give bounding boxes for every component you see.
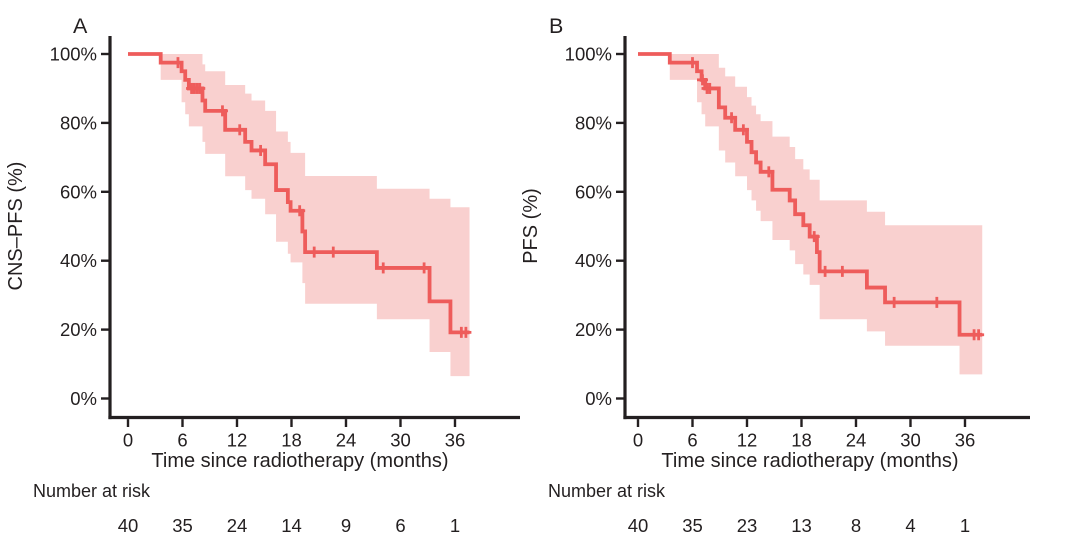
risk-count: 40	[118, 515, 139, 536]
km-step-line	[638, 52, 983, 337]
risk-count: 1	[450, 515, 460, 536]
risk-count: 23	[737, 515, 758, 536]
x-tick-label: 18	[281, 430, 302, 451]
risk-table-label: Number at risk	[548, 481, 666, 501]
censor-marks	[172, 57, 472, 338]
x-tick-label: 6	[687, 430, 697, 451]
censor-marks	[686, 57, 985, 341]
x-tick-label: 36	[445, 430, 466, 451]
x-tick-label: 30	[390, 430, 411, 451]
y-axis-title: CNS–PFS (%)	[5, 162, 27, 291]
x-tick-label: 0	[633, 430, 643, 451]
x-tick-label: 24	[336, 430, 357, 451]
risk-count: 4	[905, 515, 915, 536]
x-tick-label: 36	[955, 430, 976, 451]
y-tick-label: 100%	[50, 44, 97, 65]
panel-letter: B	[549, 14, 563, 38]
risk-count: 35	[172, 515, 193, 536]
y-tick-label: 80%	[60, 112, 97, 133]
confidence-band	[160, 54, 470, 377]
y-tick-label: 40%	[575, 250, 612, 271]
x-tick-label: 30	[900, 430, 921, 451]
y-tick-label: 60%	[575, 181, 612, 202]
y-tick-label: 0%	[585, 388, 612, 409]
confidence-band	[669, 54, 983, 375]
y-tick-label: 20%	[575, 319, 612, 340]
risk-count: 35	[682, 515, 703, 536]
risk-count: 24	[227, 515, 248, 536]
panel-letter: A	[73, 14, 88, 38]
x-axis-title: Time since radiotherapy (months)	[151, 450, 448, 472]
x-tick-label: 0	[123, 430, 133, 451]
risk-count: 1	[960, 515, 970, 536]
risk-table-label: Number at risk	[33, 481, 151, 501]
y-axis-title: PFS (%)	[520, 188, 542, 264]
y-tick-label: 80%	[575, 112, 612, 133]
risk-count: 13	[791, 515, 812, 536]
risk-count: 6	[395, 515, 405, 536]
x-axis-title: Time since radiotherapy (months)	[661, 450, 958, 472]
x-tick-label: 12	[227, 430, 248, 451]
risk-count: 40	[628, 515, 649, 536]
km-panel-a: 0% 20% 40% 60% 80% 100% 0 6 12 18 24 30 36 A Time sinc…	[5, 14, 520, 536]
y-tick-label: 40%	[60, 250, 97, 271]
risk-count: 14	[281, 515, 302, 536]
risk-count: 8	[851, 515, 861, 536]
y-tick-label: 60%	[60, 181, 97, 202]
x-tick-label: 6	[177, 430, 187, 451]
y-tick-label: 100%	[565, 44, 612, 65]
x-tick-label: 18	[791, 430, 812, 451]
risk-count: 9	[341, 515, 351, 536]
x-tick-label: 24	[846, 430, 867, 451]
y-tick-label: 0%	[70, 388, 97, 409]
y-tick-label: 20%	[60, 319, 97, 340]
x-tick-label: 12	[737, 430, 758, 451]
